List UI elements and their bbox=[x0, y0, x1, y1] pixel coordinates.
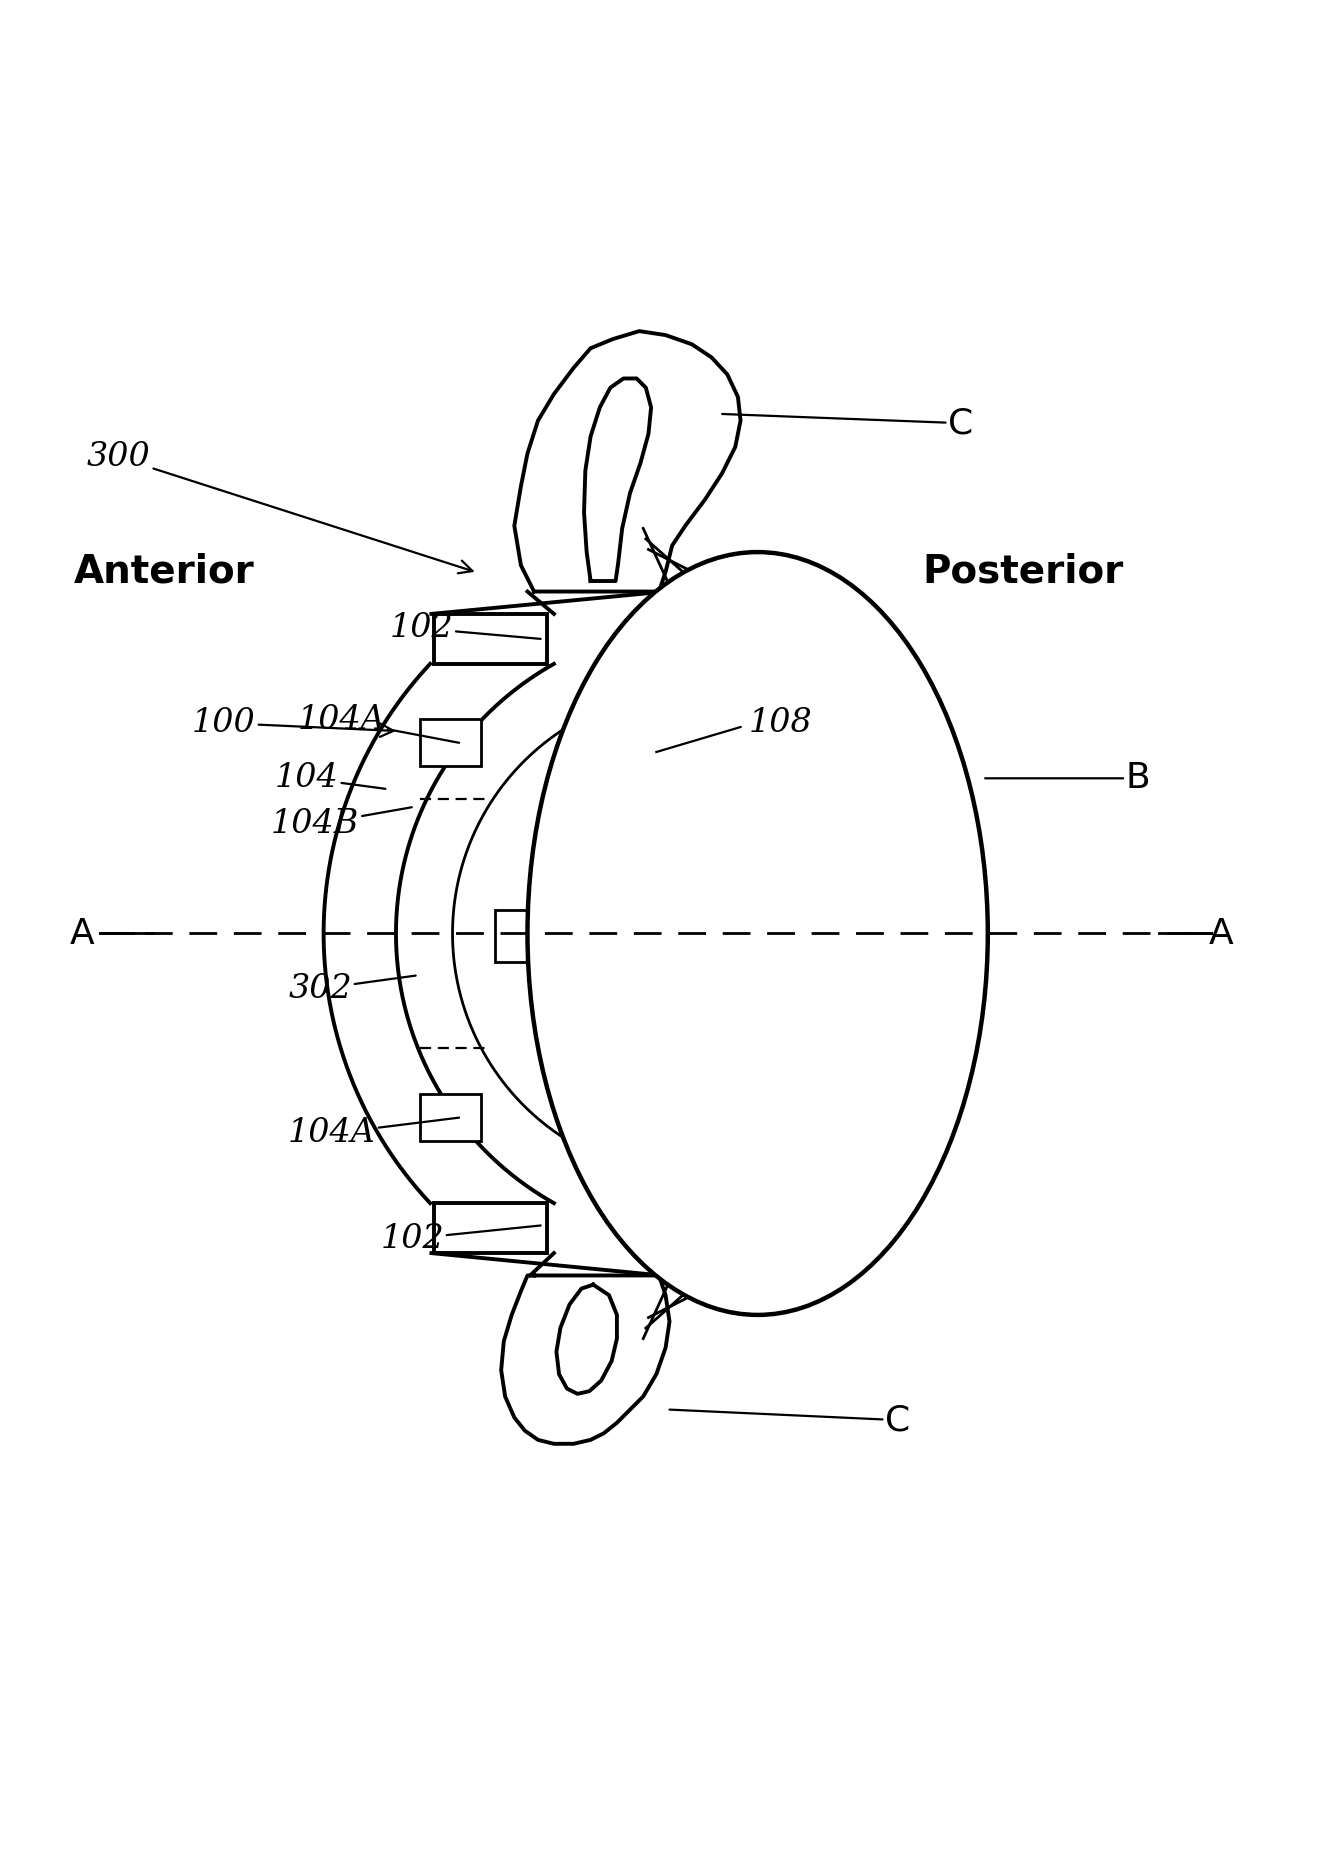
Bar bbox=[434, 1202, 547, 1253]
Text: 108: 108 bbox=[749, 708, 812, 739]
Polygon shape bbox=[556, 1284, 617, 1395]
Text: Posterior: Posterior bbox=[923, 553, 1123, 590]
Text: 104B: 104B bbox=[272, 807, 411, 840]
Bar bbox=[494, 909, 547, 962]
Bar bbox=[419, 1094, 481, 1141]
Bar bbox=[434, 614, 547, 665]
Polygon shape bbox=[514, 330, 741, 592]
Text: 104: 104 bbox=[275, 762, 385, 793]
Text: C: C bbox=[722, 407, 974, 441]
Text: Anterior: Anterior bbox=[74, 553, 254, 590]
Text: 100: 100 bbox=[192, 708, 394, 739]
Text: B: B bbox=[985, 762, 1151, 795]
Polygon shape bbox=[501, 1275, 670, 1443]
Text: 102: 102 bbox=[380, 1223, 540, 1255]
Text: 300: 300 bbox=[87, 441, 473, 573]
Text: 104A: 104A bbox=[289, 1118, 459, 1150]
Ellipse shape bbox=[527, 553, 987, 1314]
Text: 104A: 104A bbox=[298, 704, 459, 743]
Text: 302: 302 bbox=[289, 973, 415, 1004]
Text: 102: 102 bbox=[389, 612, 540, 644]
Text: A: A bbox=[1209, 917, 1234, 950]
Text: C: C bbox=[670, 1404, 911, 1438]
Polygon shape bbox=[584, 379, 651, 581]
Text: A: A bbox=[70, 917, 95, 950]
Bar bbox=[419, 719, 481, 767]
